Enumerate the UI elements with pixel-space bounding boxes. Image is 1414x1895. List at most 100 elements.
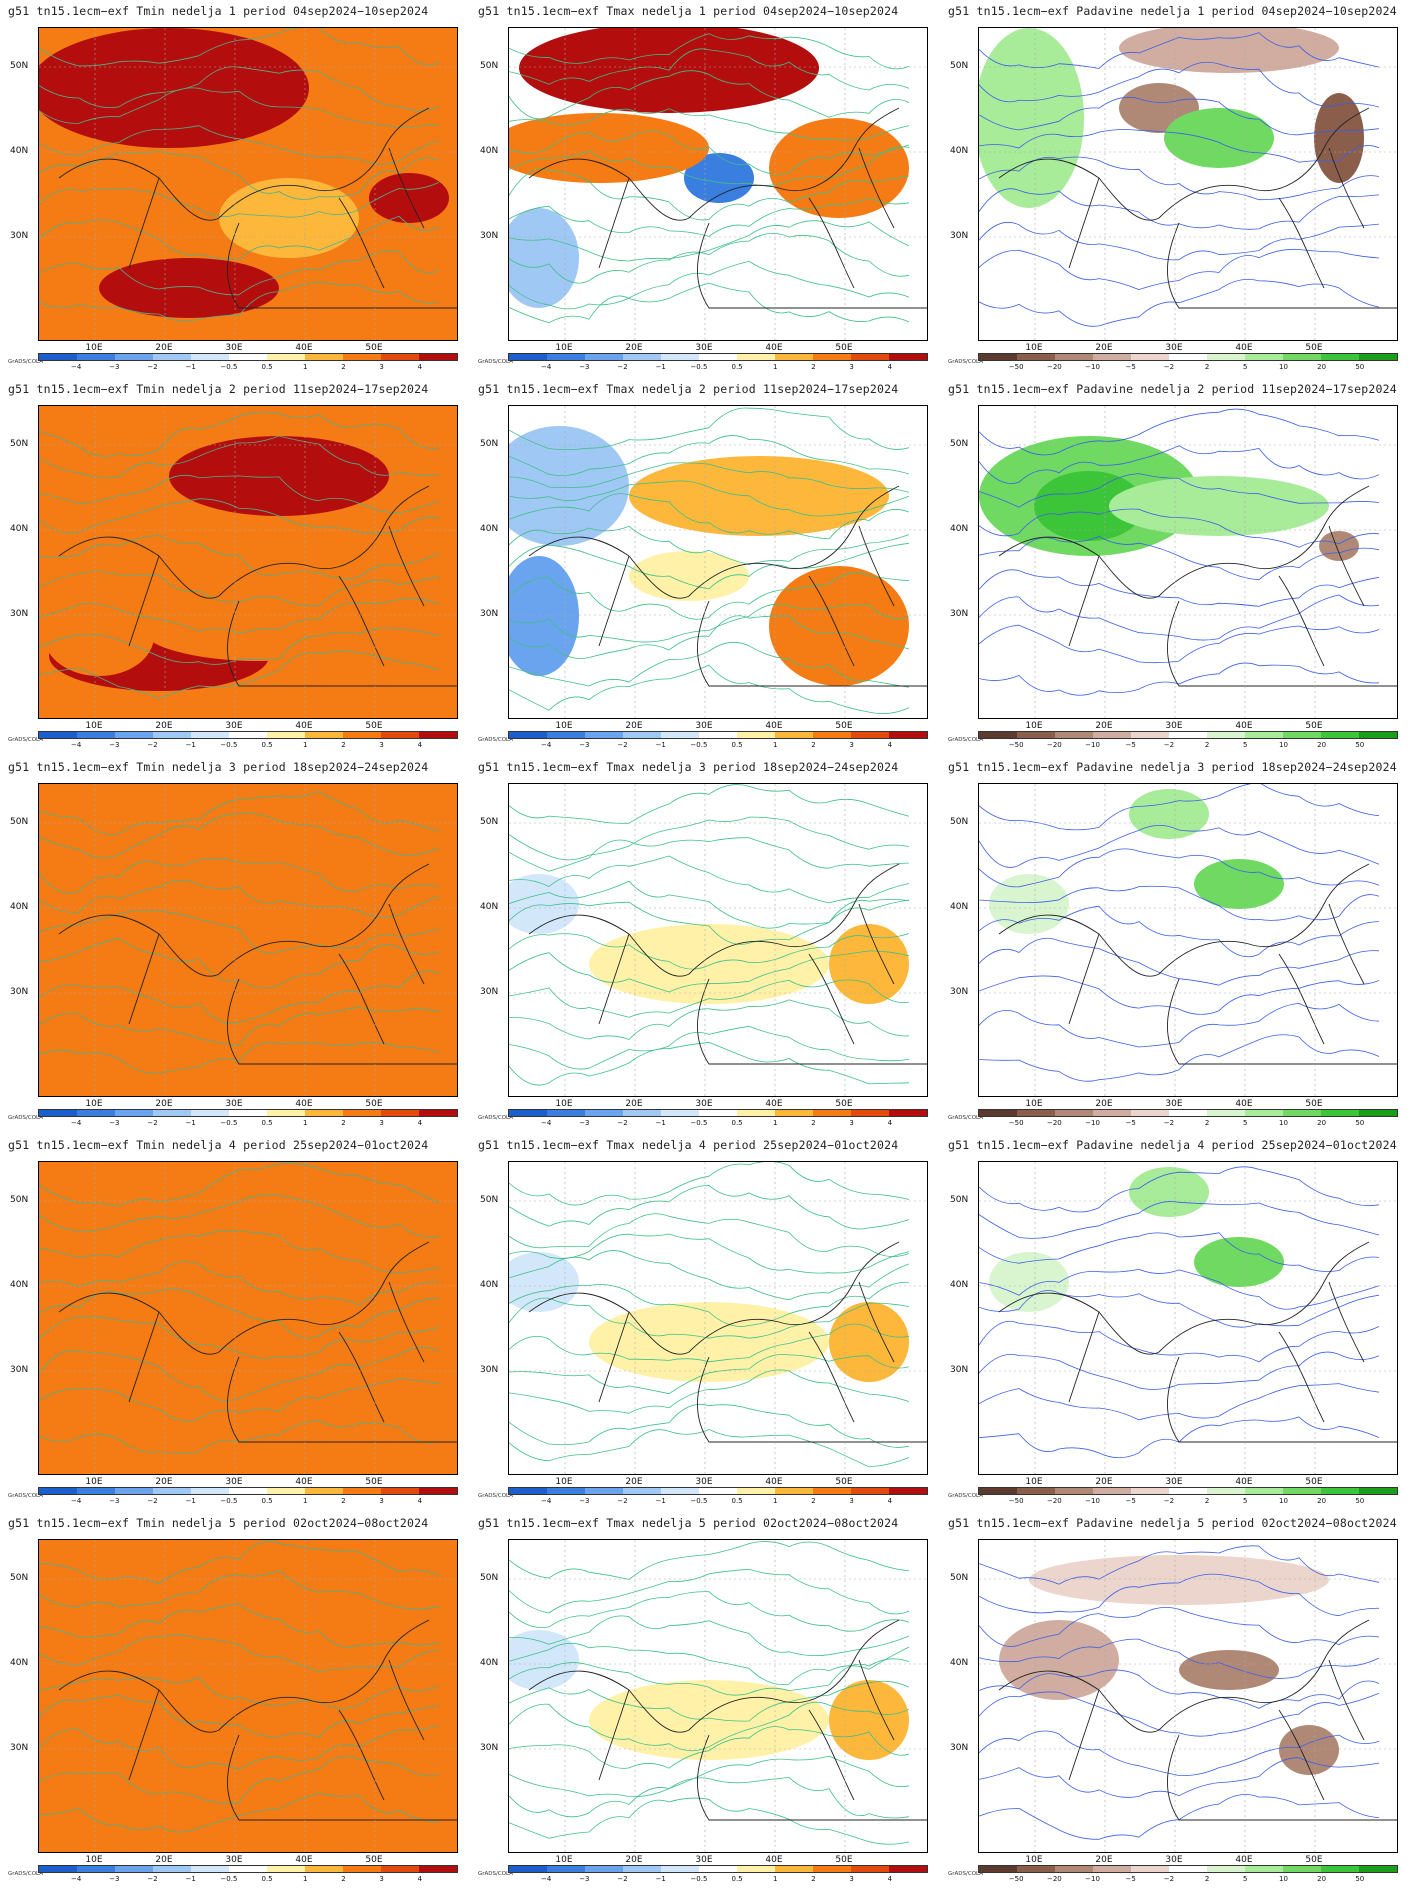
lon-label: 30E [225, 1099, 243, 1109]
color-bar-label: 1 [303, 1497, 308, 1505]
map-area [38, 1539, 458, 1853]
color-bar-swatch [851, 1488, 889, 1494]
title-part: g51 tn15.1ecm−exf [478, 1138, 600, 1152]
color-bar-label: −20 [1046, 1875, 1062, 1883]
color-bar-label: −3 [579, 363, 590, 371]
lon-label: 40E [1235, 343, 1253, 353]
panel-title: g51 tn15.1ecm−exf Tmin nedelja 3 period … [8, 760, 428, 774]
title-part: Tmax [606, 382, 635, 396]
color-bar-label: 10 [1278, 1119, 1288, 1127]
color-bar-label: −4 [71, 1497, 82, 1505]
lon-label: 40E [295, 721, 313, 731]
color-bar-swatch [1359, 1866, 1397, 1872]
color-bar-swatch [229, 1110, 267, 1116]
color-bar-swatch [305, 1488, 343, 1494]
title-part: nedelja [1140, 1138, 1191, 1152]
title-part: nedelja [171, 1138, 222, 1152]
lon-label: 10E [555, 1855, 573, 1865]
color-bar-label: 0.5 [731, 363, 743, 371]
color-bar-label: −1 [655, 363, 666, 371]
color-bar-swatch [1017, 1866, 1055, 1872]
color-bar-swatch [153, 354, 191, 360]
color-bar-swatch [343, 732, 381, 738]
color-bar-swatch [979, 354, 1017, 360]
lon-label: 20E [1095, 1477, 1113, 1487]
title-part: 04sep2024−10sep2024 [292, 4, 429, 18]
title-part: Padavine [1076, 1516, 1134, 1530]
field-plot [39, 28, 457, 340]
color-bar-swatch [153, 1866, 191, 1872]
color-bar-swatch [1055, 1488, 1093, 1494]
color-bar-swatch [153, 732, 191, 738]
lon-label: 40E [765, 1477, 783, 1487]
title-part: 2 [698, 382, 706, 396]
title-part: 5 [698, 1516, 706, 1530]
color-bar-swatch [699, 1866, 737, 1872]
color-bar-swatch [191, 354, 229, 360]
color-bar-swatch [77, 732, 115, 738]
lon-label: 50E [365, 1477, 383, 1487]
color-bar-swatch [661, 354, 699, 360]
title-part: g51 tn15.1ecm−exf [948, 4, 1070, 18]
color-bar-swatch [115, 1866, 153, 1872]
color-bar-label: −4 [541, 1119, 552, 1127]
color-bar-swatch [623, 354, 661, 360]
title-part: 11sep2024−17sep2024 [1261, 382, 1397, 396]
color-bar-swatch [305, 732, 343, 738]
panel-title: g51 tn15.1ecm−exf Padavine nedelja 5 per… [948, 1516, 1397, 1530]
lon-label: 30E [225, 721, 243, 731]
color-bar-label: −2 [617, 1497, 628, 1505]
lon-label: 10E [85, 343, 103, 353]
color-bar-label: 1 [303, 1119, 308, 1127]
color-bar-swatch [1017, 732, 1055, 738]
color-bar-label: 20 [1317, 1119, 1327, 1127]
title-part: period [243, 1516, 286, 1530]
lon-label: 20E [155, 1099, 173, 1109]
lon-label: 30E [1165, 1855, 1183, 1865]
color-bar-swatch [115, 1110, 153, 1116]
color-bar-swatch [305, 354, 343, 360]
color-bar-label: 0.5 [261, 363, 273, 371]
lat-label: 50N [480, 1573, 499, 1583]
color-bar-label: −3 [579, 741, 590, 749]
color-bar-swatch [813, 1488, 851, 1494]
color-bar-label: 4 [887, 741, 893, 749]
color-bar [38, 1109, 458, 1117]
lat-label: 30N [480, 231, 499, 241]
color-bar-swatch [737, 1488, 775, 1494]
color-bar-label: 1 [773, 1875, 778, 1883]
lat-label: 50N [480, 439, 499, 449]
lat-label: 30N [950, 1365, 969, 1375]
color-bar-label: −10 [1085, 363, 1100, 371]
panel-title: g51 tn15.1ecm−exf Tmax nedelja 4 period … [478, 1138, 898, 1152]
color-bar-label: −2 [147, 741, 158, 749]
color-bar-swatch [775, 1488, 813, 1494]
color-bar-label: −1 [655, 1497, 666, 1505]
color-bar-label: 10 [1278, 363, 1288, 371]
color-bar-swatch [1169, 1488, 1207, 1494]
map-area [978, 27, 1398, 341]
lon-label: 30E [695, 1855, 713, 1865]
color-bar-label: 2 [811, 1875, 816, 1883]
lon-label: 30E [695, 343, 713, 353]
title-part: 1 [228, 4, 236, 18]
color-bar-swatch [585, 1488, 623, 1494]
title-part: nedelja [1140, 760, 1191, 774]
map-panel: g51 tn15.1ecm−exf Tmin nedelja 2 period … [0, 378, 460, 756]
color-bar-swatch [889, 1488, 927, 1494]
color-bar-swatch [979, 1866, 1017, 1872]
color-bar-label: −4 [71, 1875, 82, 1883]
lon-label: 50E [835, 721, 853, 731]
color-bar-swatch [39, 1488, 77, 1494]
lon-label: 20E [625, 1099, 643, 1109]
color-bar-swatch [267, 1866, 305, 1872]
title-part: g51 tn15.1ecm−exf [478, 4, 600, 18]
color-bar-label: −0.5 [220, 1875, 238, 1883]
color-bar-label: 20 [1317, 1875, 1327, 1883]
color-bar-label: −0.5 [690, 741, 708, 749]
color-bar-label: −1 [655, 741, 666, 749]
color-bar-swatch [1245, 732, 1283, 738]
color-bar-label: 2 [1204, 1497, 1210, 1505]
title-part: Padavine [1076, 4, 1134, 18]
title-part: 4 [228, 1138, 236, 1152]
